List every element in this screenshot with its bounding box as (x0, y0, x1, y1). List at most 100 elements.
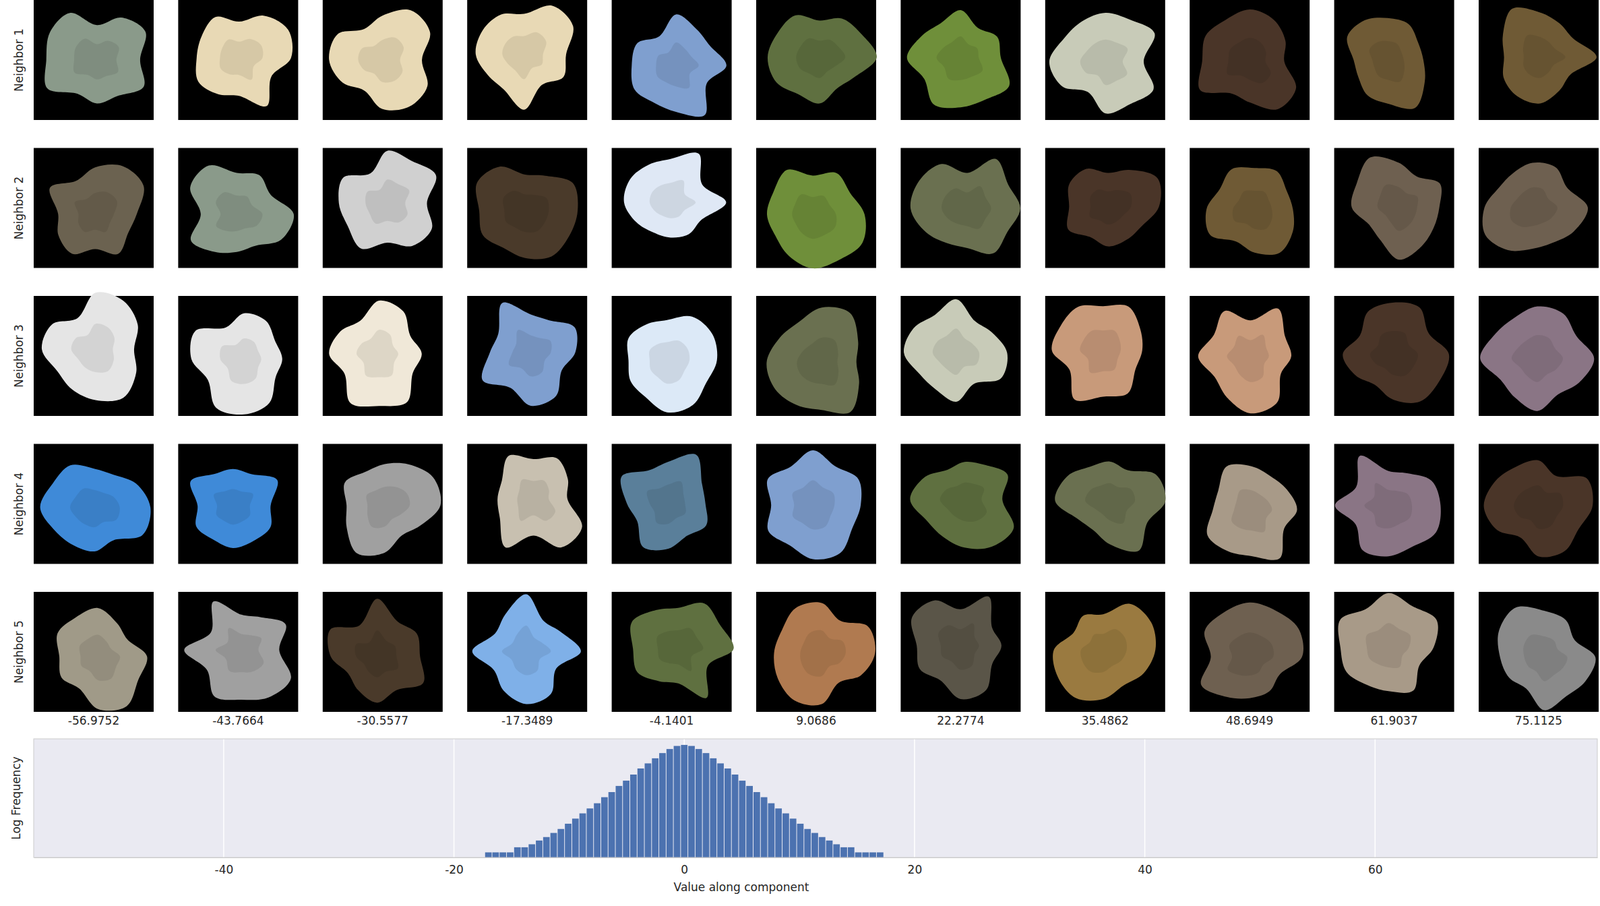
image-patch (328, 300, 422, 407)
x-tick: 40 (1137, 857, 1153, 877)
histogram-bar (789, 818, 797, 858)
image-patch (328, 9, 430, 111)
histogram-bar (724, 768, 732, 858)
histogram-bar (833, 843, 840, 858)
image-patch (472, 594, 581, 705)
x-tick-label: 20 (907, 862, 923, 877)
image-patch-texture (1370, 330, 1419, 377)
image-patch (911, 595, 1002, 699)
patch-cell (467, 444, 588, 565)
image-patch-texture (791, 194, 837, 239)
patch-cell (1189, 591, 1310, 712)
image-patch (343, 463, 441, 557)
patch-cell (1478, 591, 1599, 712)
column-value: 35.4862 (1081, 713, 1129, 728)
patch-cell (467, 148, 588, 269)
image-patch (327, 598, 425, 703)
patch-cell (322, 591, 443, 712)
column-value: -56.9752 (68, 713, 120, 728)
plot-frame (33, 738, 1598, 858)
image-patch (1502, 7, 1596, 104)
patch-background (322, 591, 443, 712)
patch-cell (756, 295, 877, 416)
histogram-bar (550, 833, 558, 858)
patch-background (900, 148, 1021, 269)
x-axis-title: Value along component (673, 880, 810, 894)
column-value: -43.7664 (212, 713, 264, 728)
patch-cell (1045, 295, 1166, 416)
histogram-bar (840, 847, 848, 858)
row-label: Neighbor 1 (12, 28, 26, 92)
histogram-bar (862, 851, 869, 858)
image-patch (630, 602, 734, 699)
patch-background (177, 148, 298, 269)
image-patch (1342, 302, 1450, 404)
patch-background (322, 148, 443, 269)
histogram-bar (572, 818, 579, 858)
histogram-bar (811, 833, 819, 858)
histogram-bar (738, 780, 746, 858)
patch-background (1334, 295, 1455, 416)
patch-cell (33, 591, 154, 712)
patch-background (611, 295, 732, 416)
x-tick: -20 (444, 857, 464, 877)
histogram-bar (608, 791, 616, 858)
image-patch (190, 469, 278, 548)
image-patch (1346, 17, 1425, 110)
column-value: 61.9037 (1370, 713, 1418, 728)
histogram-bar (869, 851, 877, 858)
image-patch-texture (1231, 489, 1272, 533)
image-patch-texture (1509, 187, 1557, 228)
row-label: Neighbor 4 (12, 472, 26, 536)
image-patch (475, 5, 574, 110)
x-tick-label: 60 (1368, 862, 1383, 877)
patch-background (1334, 444, 1455, 565)
histogram-bar (514, 847, 521, 858)
image-patch (1335, 455, 1441, 557)
x-tick: 20 (907, 857, 923, 877)
image-patch (49, 164, 145, 255)
image-patch-texture (1364, 482, 1412, 528)
patch-grid: Neighbor 1Neighbor 2Neighbor 3Neighbor 4… (12, 0, 1599, 728)
histogram-bar (818, 837, 826, 858)
patch-background (1045, 148, 1166, 269)
image-patch (40, 464, 151, 552)
image-patch (1054, 461, 1166, 552)
image-patch (1201, 602, 1304, 699)
image-patch-texture (365, 179, 410, 224)
histogram-bar (630, 774, 637, 858)
column-value: 9.0686 (795, 713, 836, 728)
image-patch (631, 14, 727, 117)
patch-cell (1478, 0, 1599, 120)
patch-cell (322, 295, 443, 416)
grid-line (913, 738, 916, 858)
patch-cell (177, 591, 298, 712)
patch-cell (1334, 444, 1455, 565)
patch-cell (1045, 591, 1166, 712)
histogram-bar (797, 823, 805, 858)
patch-background (1189, 0, 1310, 120)
image-patch-texture (940, 482, 987, 522)
patch-cell (467, 591, 588, 712)
image-patch-texture (647, 481, 687, 525)
patch-background (1334, 0, 1455, 120)
histogram-bar (847, 847, 855, 858)
patch-cell (467, 0, 588, 120)
patch-background (1045, 444, 1166, 565)
patch-cell (756, 444, 877, 565)
x-tick-label: 40 (1137, 862, 1153, 877)
image-patch (1351, 156, 1442, 260)
histogram-bar (876, 851, 884, 858)
patch-background (33, 0, 154, 120)
patch-cell (1334, 295, 1455, 416)
patch-cell (1334, 148, 1455, 269)
row-label: Neighbor 5 (12, 620, 26, 684)
image-patch-texture (73, 38, 120, 80)
x-axis-line (34, 857, 1598, 858)
histogram-bar (506, 851, 514, 858)
image-patch-texture (356, 329, 399, 378)
image-patch (910, 158, 1021, 254)
image-patch (1198, 9, 1297, 110)
patch-background (1334, 148, 1455, 269)
image-patch-texture (516, 479, 556, 521)
